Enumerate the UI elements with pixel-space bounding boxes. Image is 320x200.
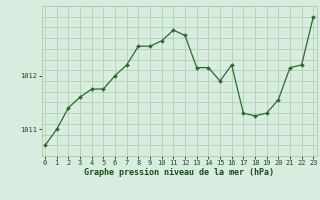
X-axis label: Graphe pression niveau de la mer (hPa): Graphe pression niveau de la mer (hPa) xyxy=(84,168,274,177)
